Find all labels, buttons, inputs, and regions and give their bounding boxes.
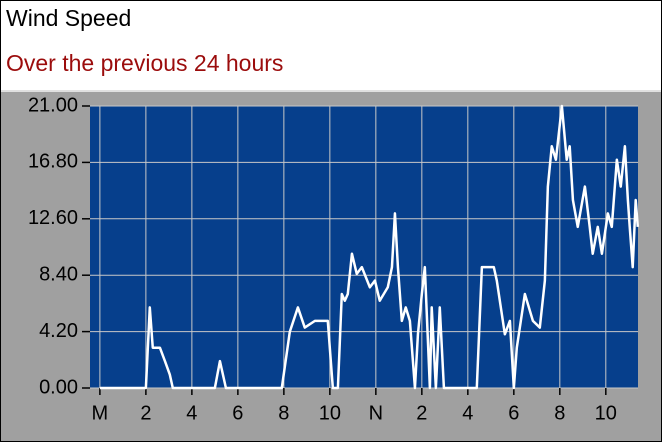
x-tick-label: 6 [232,402,243,424]
x-tick-label: 4 [186,402,197,424]
x-tick-label: 2 [140,402,151,424]
chart-title: Wind Speed [6,5,131,31]
y-tick-label: 16.80 [28,151,78,173]
x-tick-label: 2 [416,402,427,424]
x-tick-label: 10 [319,402,341,424]
y-tick-label: 0.00 [39,376,78,398]
y-tick-label: 21.00 [28,94,78,116]
x-tick-label: M [92,402,109,424]
x-tick-label: 8 [554,402,565,424]
y-tick-label: 12.60 [28,207,78,229]
plot-area [90,106,638,388]
data-line [99,104,640,390]
y-tick-label: 4.20 [39,320,78,342]
x-tick-label: 6 [508,402,519,424]
y-tick-label: 8.40 [39,263,78,285]
x-tick-label: N [369,402,383,424]
x-tick-label: 8 [278,402,289,424]
x-tick-label: 4 [462,402,473,424]
x-tick-label: 10 [595,402,617,424]
chart-subtitle: Over the previous 24 hours [6,50,283,76]
